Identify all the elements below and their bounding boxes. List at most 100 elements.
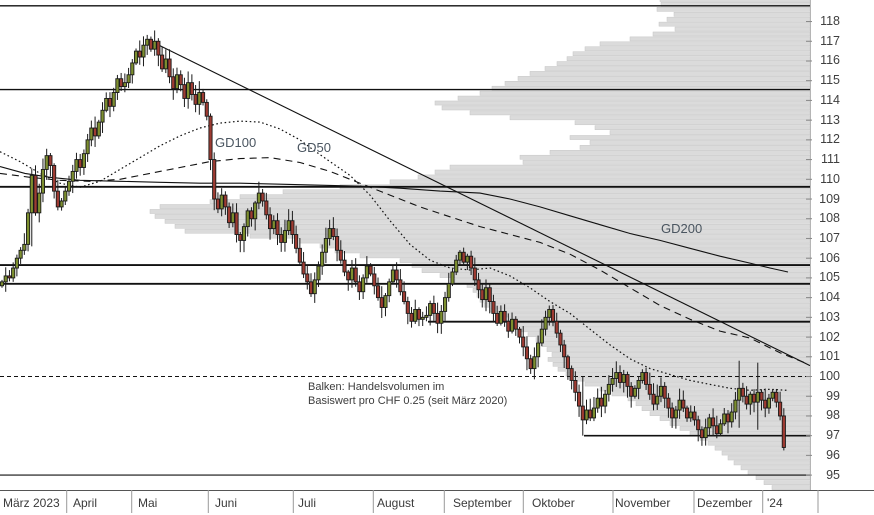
candle-body <box>528 358 533 370</box>
candle-body <box>260 192 265 202</box>
month-axis-label: September <box>453 496 512 510</box>
price-axis-label: 101 <box>819 349 840 364</box>
candle-body <box>614 372 619 379</box>
candle-body <box>372 273 377 287</box>
candle-body <box>111 92 116 107</box>
candle-body <box>22 243 27 251</box>
volume-profile-bar <box>557 366 811 372</box>
candle-body <box>599 397 604 407</box>
candle-body <box>644 372 649 385</box>
candle-body <box>416 309 422 320</box>
volume-profile-bar <box>472 288 811 293</box>
candle-body <box>342 259 347 273</box>
price-axis-label: 103 <box>819 309 840 324</box>
candle-body <box>171 76 176 90</box>
volume-profile-bar <box>457 95 811 101</box>
month-axis-label: Juni <box>215 496 238 510</box>
candle-body <box>189 82 194 95</box>
candle-body <box>193 94 198 105</box>
candle-body <box>241 226 247 241</box>
candle-body <box>308 281 314 295</box>
volume-profile-bar <box>707 440 811 446</box>
candle-body <box>454 259 459 273</box>
candle-body <box>759 391 764 401</box>
price-axis-label: 106 <box>819 250 840 265</box>
volume-profile-bar <box>666 16 811 22</box>
candle-body <box>506 320 511 332</box>
price-axis-label: 100 <box>819 369 840 383</box>
ma-label-gd50: GD50 <box>297 140 331 155</box>
volume-profile-bar <box>519 327 811 333</box>
volume-profile-bar <box>499 312 811 318</box>
candle-body <box>383 295 388 308</box>
candle-body <box>755 391 760 403</box>
volume-profile-bar <box>282 189 811 195</box>
candle-body <box>658 385 664 397</box>
candle-body <box>521 336 526 348</box>
candle-body <box>130 62 135 76</box>
candle-body <box>495 312 500 324</box>
candle-body <box>335 236 340 251</box>
candle-body <box>253 202 258 220</box>
price-axis-label: 102 <box>819 329 840 344</box>
month-axis-label: März 2023 <box>3 496 60 510</box>
month-axis-label: August <box>377 496 415 510</box>
candle-body <box>625 374 630 387</box>
volume-profile-bar <box>544 66 811 71</box>
candle-body <box>763 399 768 409</box>
candle-body <box>435 312 440 324</box>
candle-body <box>14 257 19 269</box>
candle-body <box>245 210 250 228</box>
volume-profile-bar <box>763 480 811 485</box>
candle-body <box>26 212 31 245</box>
month-axis-label: Oktober <box>532 496 575 510</box>
candle-body <box>420 316 425 320</box>
volume-profile-bar <box>417 174 811 180</box>
volume-profile-bar <box>552 362 811 367</box>
candle-body <box>364 265 369 279</box>
candle-body <box>532 356 537 370</box>
candle-body <box>502 310 507 322</box>
candle-body <box>725 413 731 423</box>
candle-body <box>543 316 548 330</box>
candle-body <box>491 301 496 314</box>
candle-body <box>398 279 403 293</box>
candle-body <box>174 74 180 90</box>
gd100-line <box>0 157 808 365</box>
candle-body <box>457 251 462 261</box>
price-axis-label: 116 <box>820 53 840 68</box>
candle-body <box>0 281 5 287</box>
candle-body <box>774 391 779 403</box>
price-axis-label: 118 <box>820 14 840 29</box>
candle-body <box>640 372 645 381</box>
volume-profile-bar <box>449 164 811 170</box>
candle-body <box>11 267 16 279</box>
volume-profile-bar <box>529 71 811 76</box>
candle-body <box>696 419 701 431</box>
candle-body <box>85 139 90 155</box>
month-axis-label: Juli <box>298 496 317 510</box>
candle-body <box>751 393 757 403</box>
candle-body <box>748 393 753 405</box>
candle-body <box>577 391 582 407</box>
candle-body <box>450 271 455 285</box>
candle-body <box>66 180 72 192</box>
candle-body <box>186 82 191 99</box>
candle-body <box>353 267 358 283</box>
candle-body <box>610 378 615 385</box>
candle-body <box>275 220 280 235</box>
candle-body <box>331 228 336 237</box>
volume-profile-bar <box>164 219 811 224</box>
candle-body <box>688 411 693 419</box>
candle-body <box>413 309 418 322</box>
candle-body <box>562 344 567 358</box>
volume-profile-bar <box>389 179 811 185</box>
volume-profile-bar <box>727 455 811 461</box>
price-axis-label: 107 <box>819 230 840 245</box>
volume-profile-bar <box>740 465 811 471</box>
candle-body <box>573 379 578 393</box>
candle-body <box>29 174 34 214</box>
price-axis-label: 96 <box>826 447 840 462</box>
candle-body <box>405 301 410 314</box>
